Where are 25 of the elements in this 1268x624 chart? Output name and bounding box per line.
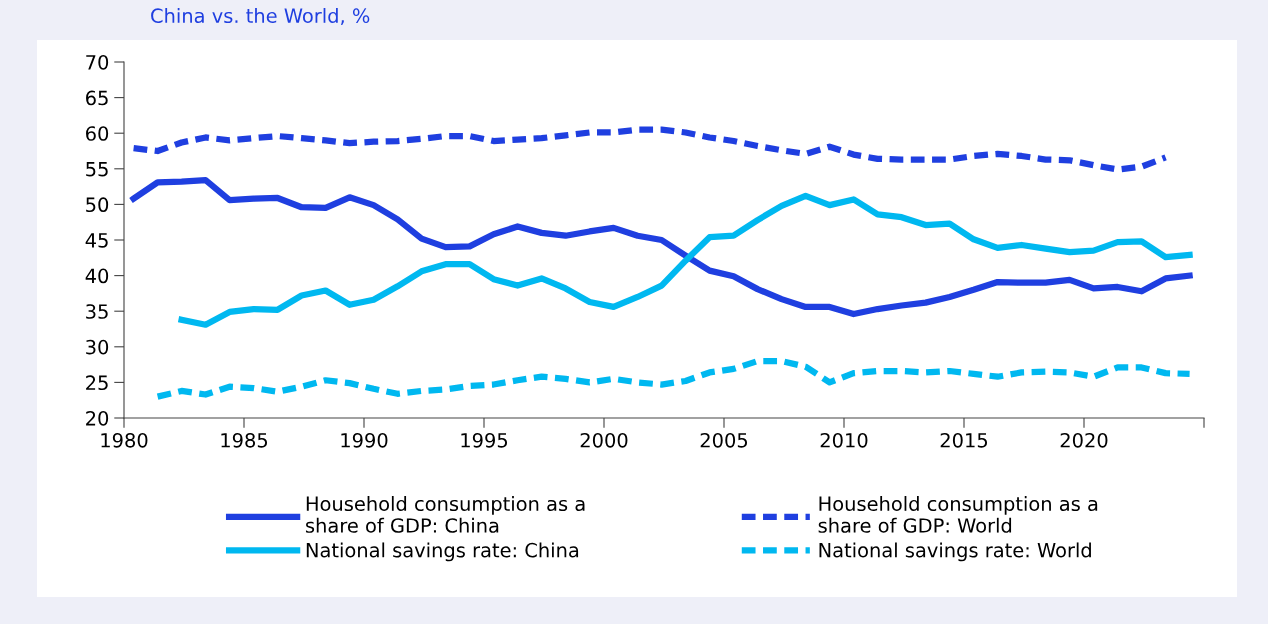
y-tick-label: 60 [86,126,109,141]
x-tick-label: 2005 [700,432,748,448]
x-tick-label: 2010 [820,432,868,448]
x-tick-label: 2000 [580,432,628,448]
x-tick-label: 1980 [101,432,148,448]
y-tick-label: 40 [85,268,109,284]
x-tick-label: 1985 [221,432,268,448]
y-tick-label: 20 [86,410,109,426]
x-tick-label: 2015 [940,432,988,448]
x-tick-label: 1990 [341,432,388,448]
y-tick-label: 65 [86,90,108,106]
legend-label: Household consumption as a share of GDP: China [305,496,585,533]
y-tick-label: 70 [86,54,109,70]
y-tick-label: 35 [86,304,108,319]
legend-label: National savings rate: World [819,542,1091,562]
legend-label: Household consumption as a share of GDP: World [818,496,1098,533]
legend-label: National savings rate: China [306,542,579,562]
y-tick-label: 45 [85,233,108,248]
y-tick-label: 25 [86,375,108,391]
y-tick-label: 30 [86,339,109,355]
y-tick-label: 50 [86,197,109,213]
y-tick-label: 55 [86,162,108,177]
x-tick-label: 1995 [461,432,508,448]
chart-title: China vs. the World, % [151,8,370,26]
x-tick-label: 2020 [1060,432,1108,448]
